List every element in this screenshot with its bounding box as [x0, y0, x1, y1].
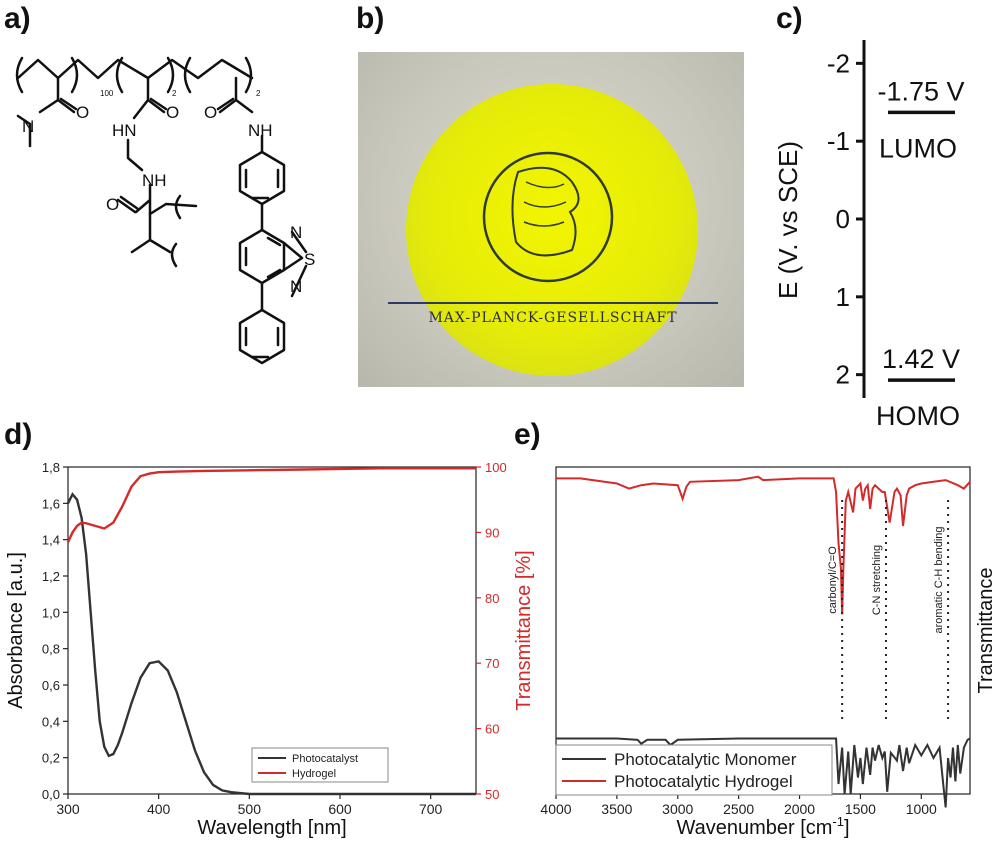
chemical-structure: 100 2 2 N O HN O NH O O NH N S N [15, 56, 315, 365]
panel-label-b: b) [356, 2, 385, 35]
tick-label-c-4: 2 [836, 360, 850, 390]
legend-label-e-1: Photocatalytic Hydrogel [614, 772, 793, 791]
tick-label-c-2: 0 [836, 204, 850, 234]
atom-nh-2: NH [248, 121, 273, 140]
tick-label-c-3: 1 [836, 282, 850, 312]
legend-label-e-0: Photocatalytic Monomer [614, 750, 797, 769]
ylabel-d: Absorbance [a.u.] [5, 552, 27, 709]
annotation-label-e-1: C-N stretching [871, 545, 883, 615]
y2tick-label-d-2: 70 [485, 656, 499, 671]
subscript-2b: 2 [256, 89, 261, 98]
panel-label-a: a) [4, 2, 31, 35]
y2tick-label-d-5: 100 [485, 460, 507, 475]
atom-o-4: O [204, 103, 217, 122]
atom-o-2: O [166, 103, 179, 122]
ylabel-c: E (V. vs SCE) [773, 141, 803, 299]
annotation-label-e-2: aromatic C-H bending [933, 527, 945, 634]
level-name-lumo: LUMO [879, 133, 957, 163]
tick-label-c-0: -2 [827, 48, 850, 78]
ytick-label-d-6: 1,2 [42, 569, 60, 584]
ytick-label-d-5: 1,0 [42, 605, 60, 620]
y2label-d: Transmittance [%] [513, 550, 535, 710]
y2tick-label-d-4: 90 [485, 525, 499, 540]
series-line-d-1 [66, 467, 476, 543]
atom-o-1: O [76, 103, 89, 122]
legend-label-d-1: Hydrogel [292, 768, 336, 780]
atom-n-top: N [290, 223, 302, 242]
ytick-label-d-9: 1,8 [42, 460, 60, 475]
series-line-d-0 [66, 492, 476, 796]
ytick-label-d-0: 0,0 [42, 787, 60, 802]
banner-text: MAX-PLANCK-GESELLSCHAFT [388, 302, 718, 328]
ytick-label-d-3: 0,6 [42, 678, 60, 693]
max-planck-logo [482, 151, 614, 283]
series-line-e-0 [556, 737, 971, 808]
ytick-label-d-4: 0,8 [42, 642, 60, 657]
panel-label-d: d) [4, 418, 33, 451]
xtick-label-e-2: 3000 [662, 801, 693, 817]
xtick-label-e-3: 2500 [723, 801, 754, 817]
xtick-label-d-0: 300 [56, 801, 80, 817]
xtick-label-d-3: 600 [328, 801, 352, 817]
xtick-label-e-4: 2000 [784, 801, 815, 817]
atom-hn: HN [112, 121, 137, 140]
y2tick-label-d-3: 80 [485, 591, 499, 606]
tick-label-c-1: -1 [827, 126, 850, 156]
xtick-label-e-6: 1000 [906, 801, 937, 817]
xtick-label-d-2: 500 [238, 801, 262, 817]
legend-box-e [555, 744, 833, 796]
xtick-label-e-0: 4000 [540, 801, 571, 817]
level-name-homo: HOMO [876, 401, 960, 431]
xtick-label-e-1: 3500 [601, 801, 632, 817]
panel-label-e: e) [514, 418, 541, 451]
ytick-label-d-8: 1,6 [42, 496, 60, 511]
atom-n-bottom: N [290, 277, 302, 296]
xlabel-d: Wavelength [nm] [197, 817, 346, 839]
atom-o-3: O [106, 195, 119, 214]
level-value-lumo: -1.75 V [877, 76, 964, 106]
hydrogel-photo: MAX-PLANCK-GESELLSCHAFT [358, 52, 744, 387]
annotation-label-e-0: carbonyl/C=O [827, 546, 839, 614]
xtick-label-d-4: 700 [419, 801, 443, 817]
level-value-homo: 1.42 V [882, 344, 960, 374]
xtick-label-d-1: 400 [147, 801, 171, 817]
atom-n-dimethyl: N [22, 117, 34, 136]
atom-nh-1: NH [142, 171, 167, 190]
subscript-2a: 2 [172, 89, 177, 98]
yellow-hydrogel-disc [406, 84, 698, 376]
ytick-label-d-2: 0,4 [42, 714, 60, 729]
legend-box-d [251, 747, 389, 783]
xtick-label-e-5: 1500 [845, 801, 876, 817]
y2tick-label-d-1: 60 [485, 722, 499, 737]
atom-s: S [304, 250, 315, 269]
subscript-100: 100 [100, 89, 114, 98]
y2tick-label-d-0: 50 [485, 787, 499, 802]
ytick-label-d-7: 1,4 [42, 533, 60, 548]
series-line-e-1 [556, 475, 971, 615]
ylabel-e: Transmittance [975, 568, 997, 694]
xlabel-e: Wavenumber [cm-1] [676, 814, 849, 839]
legend-label-d-0: Photocatalyst [292, 753, 358, 765]
panel-label-c: c) [776, 2, 803, 35]
ytick-label-d-1: 0,2 [42, 751, 60, 766]
